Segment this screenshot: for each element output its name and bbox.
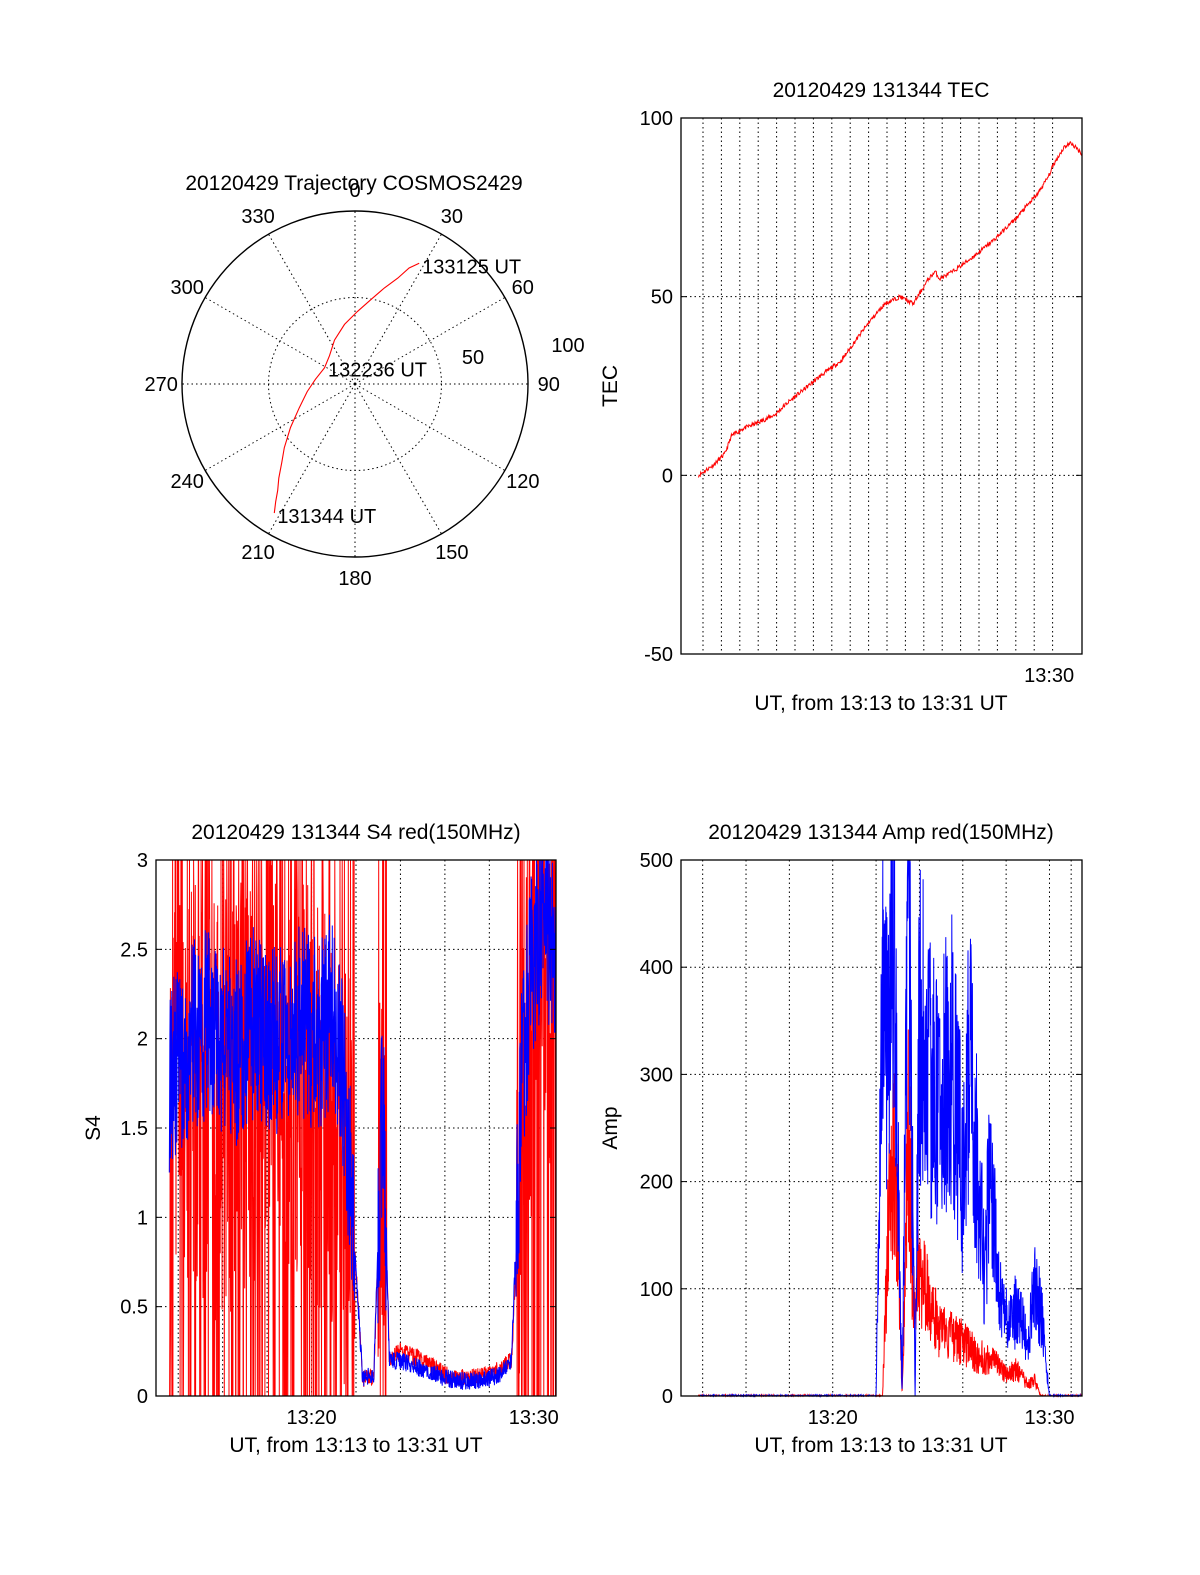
amp-y-ticks: 0 100 200 300 400 500 xyxy=(640,850,1082,1408)
y-tick-label: 50 xyxy=(651,287,673,309)
y-tick-label: 300 xyxy=(640,1064,673,1086)
tec-series-red-line xyxy=(698,141,1083,478)
azimuth-label: 330 xyxy=(241,206,274,228)
polar-grid-spoke xyxy=(354,233,442,385)
polar-grid-spoke xyxy=(354,383,506,471)
y-tick-label: 0 xyxy=(662,465,673,487)
trajectory-time-label: 132236 UT xyxy=(328,360,427,382)
polar-grid-spoke xyxy=(204,383,356,471)
x-tick-label: 13:30 xyxy=(509,1407,559,1429)
azimuth-label: 30 xyxy=(441,206,463,228)
y-tick-label: 1.5 xyxy=(120,1118,148,1140)
tec-series xyxy=(698,141,1083,478)
s4-chart: 20120429 131344 S4 red(150MHz) 0 0.5 1 1.5 2… xyxy=(82,821,559,1457)
polar-grid-spoke xyxy=(354,383,442,535)
polar-grid-spoke xyxy=(354,297,506,385)
tec-plot-frame xyxy=(680,117,1083,655)
trajectory-title: 20120429 Trajectory COSMOS2429 xyxy=(185,172,522,195)
x-tick-label: 13:20 xyxy=(808,1407,858,1429)
tec-y-ticks: -50 0 50 100 xyxy=(640,108,1082,666)
polar-azimuth-labels: 0 30 60 90 120 150 180 210 240 270 300 330 xyxy=(145,180,560,590)
s4-title: 20120429 131344 S4 red(150MHz) xyxy=(191,821,520,844)
y-tick-label: 2 xyxy=(137,1029,148,1051)
tec-x-axis-label: UT, from 13:13 to 13:31 UT xyxy=(754,692,1007,715)
polar-grid-spoke xyxy=(268,383,356,535)
tec-x-ticks: 13:30 xyxy=(1024,665,1074,687)
azimuth-label: 0 xyxy=(349,180,360,202)
trajectory-annotations: 133125 UT 132236 UT 131344 UT xyxy=(277,256,521,528)
amp-x-ticks: 13:20 13:30 xyxy=(808,1407,1075,1429)
radial-label: 50 xyxy=(462,347,484,369)
y-tick-label: 2.5 xyxy=(120,939,148,961)
s4-x-ticks: 13:20 13:30 xyxy=(287,1407,559,1429)
azimuth-label: 150 xyxy=(435,542,468,564)
y-tick-label: 1 xyxy=(137,1207,148,1229)
y-tick-label: -50 xyxy=(644,644,673,666)
radial-label: 100 xyxy=(551,335,584,357)
y-tick-label: 400 xyxy=(640,957,673,979)
s4-y-axis-label: S4 xyxy=(82,1115,105,1141)
x-tick-label: 13:30 xyxy=(1024,665,1074,687)
trajectory-polar-chart: 20120429 Trajectory COSMOS2429 0 30 60 90 12… xyxy=(145,172,585,590)
y-tick-label: 0 xyxy=(137,1386,148,1408)
x-tick-label: 13:20 xyxy=(287,1407,337,1429)
polar-grid-spoke xyxy=(268,233,356,385)
y-tick-label: 0 xyxy=(662,1386,673,1408)
tec-y-axis-label: TEC xyxy=(599,365,622,407)
azimuth-label: 120 xyxy=(506,471,539,493)
s4-x-axis-label: UT, from 13:13 to 13:31 UT xyxy=(229,1434,482,1457)
tec-grid xyxy=(681,118,1082,654)
trajectory-time-label: 133125 UT xyxy=(422,256,521,278)
trajectory-line xyxy=(273,262,420,514)
amp-series xyxy=(697,859,1083,1398)
tec-title: 20120429 131344 TEC xyxy=(773,79,990,102)
polar-radial-labels: 50 100 xyxy=(462,335,585,369)
polar-grid xyxy=(181,210,529,558)
y-tick-label: 500 xyxy=(640,850,673,872)
y-tick-label: 0.5 xyxy=(120,1297,148,1319)
amp-chart: 20120429 131344 Amp red(150MHz) 0 100 200 3… xyxy=(599,821,1083,1457)
amp-y-axis-label: Amp xyxy=(599,1106,622,1149)
amp-x-axis-label: UT, from 13:13 to 13:31 UT xyxy=(754,1434,1007,1457)
s4-y-ticks: 0 0.5 1 1.5 2 2.5 3 xyxy=(120,850,556,1408)
azimuth-label: 270 xyxy=(145,374,178,396)
amp-series-blue-line xyxy=(698,859,1083,1398)
s4-series-red-line xyxy=(169,859,557,1397)
y-tick-label: 200 xyxy=(640,1172,673,1194)
y-tick-label: 100 xyxy=(640,1279,673,1301)
amp-plot-frame xyxy=(680,859,1083,1397)
azimuth-label: 60 xyxy=(512,277,534,299)
y-tick-label: 100 xyxy=(640,108,673,130)
tec-chart: 20120429 131344 TEC -50 0 50 100 13:30 UT, … xyxy=(599,79,1083,715)
s4-series xyxy=(168,859,557,1397)
azimuth-label: 90 xyxy=(538,374,560,396)
azimuth-label: 240 xyxy=(171,471,204,493)
trajectory-series xyxy=(273,262,420,514)
s4-series-blue-line xyxy=(168,859,557,1390)
x-tick-label: 13:30 xyxy=(1024,1407,1074,1429)
trajectory-time-label: 131344 UT xyxy=(277,506,376,528)
polar-outer-circle xyxy=(181,210,529,558)
polar-grid-spoke xyxy=(204,297,356,385)
azimuth-label: 300 xyxy=(171,277,204,299)
y-tick-label: 3 xyxy=(137,850,148,872)
azimuth-label: 180 xyxy=(338,568,371,590)
azimuth-label: 210 xyxy=(241,542,274,564)
amp-title: 20120429 131344 Amp red(150MHz) xyxy=(708,821,1054,844)
